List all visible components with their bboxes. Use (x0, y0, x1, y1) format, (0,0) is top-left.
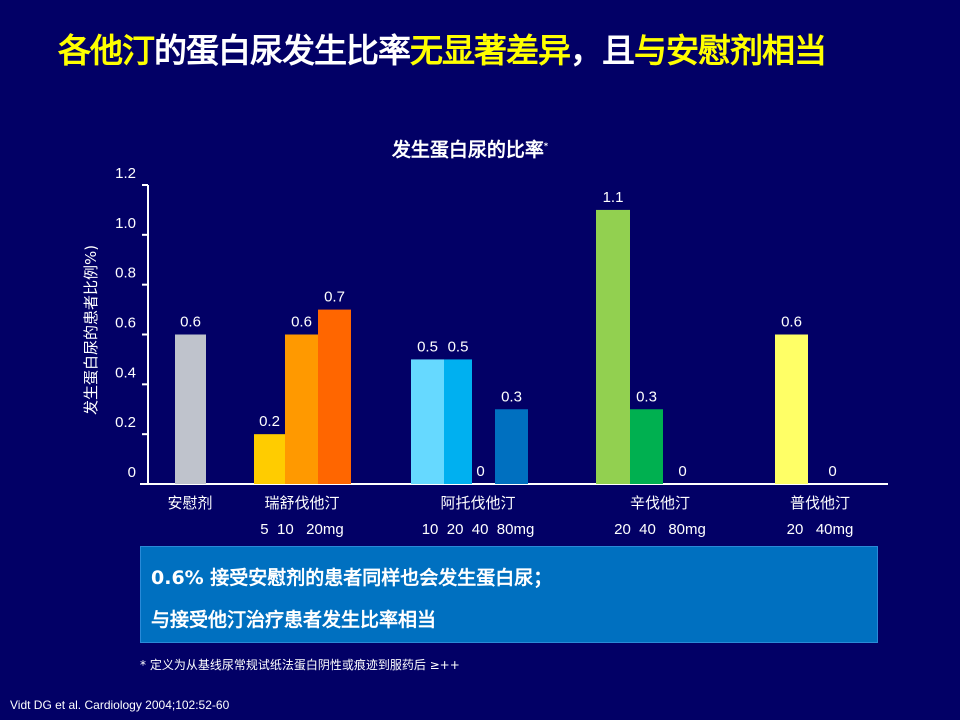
y-axis-label: 发生蛋白尿的患者比例%) (82, 245, 100, 415)
slide-title: 各他汀的蛋白尿发生比率无显著差异，且与安慰剂相当 (58, 26, 918, 76)
title-part: 无显著差异 (410, 31, 571, 70)
footnote: * 定义为从基线尿常规试纸法蛋白阴性或痕迹到服药后 ≥++ (140, 658, 460, 672)
callout-box: 0.6% 接受安慰剂的患者同样也会发生蛋白尿； 与接受他汀治疗患者发生比率相当 (140, 546, 878, 643)
title-part: 的蛋白尿发生比率 (154, 31, 411, 70)
chart-title-text: 发生蛋白尿的比率 (391, 139, 544, 161)
data-label: 0.3 (501, 388, 522, 405)
y-tick-label: 1.0 (115, 215, 136, 232)
bar (596, 209, 630, 484)
bar (495, 409, 528, 484)
data-label: 1.1 (603, 189, 624, 206)
data-label: 0 (828, 463, 836, 480)
data-label: 0.3 (636, 388, 657, 405)
title-part: ，且 (570, 31, 635, 70)
data-label: 0.5 (417, 338, 438, 355)
bar (175, 334, 206, 484)
y-tick-label: 1.2 (115, 165, 136, 182)
data-label: 0 (678, 463, 686, 480)
group-label: 普伐他汀 (790, 494, 850, 512)
group-label: 瑞舒伐他汀 (264, 494, 339, 512)
bar (285, 334, 318, 484)
data-label: 0.5 (448, 338, 469, 355)
data-label: 0 (476, 463, 484, 480)
callout-line-2: 与接受他汀治疗患者发生比率相当 (151, 609, 437, 631)
chart-title: 发生蛋白尿的比率* (0, 135, 940, 162)
dose-label: 10 20 40 80mg (422, 521, 535, 538)
data-label: 0.6 (180, 314, 201, 331)
title-part: 与安慰剂相当 (634, 31, 827, 70)
y-tick-label: 0.6 (115, 315, 136, 332)
y-tick-label: 0.4 (115, 364, 136, 381)
bar (254, 434, 285, 484)
dose-label: 5 10 20mg (260, 521, 343, 538)
citation: Vidt DG et al. Cardiology 2004;102:52-60 (10, 698, 230, 712)
dose-label: 20 40mg (787, 521, 854, 538)
data-label: 0.7 (324, 289, 345, 306)
group-label: 辛伐他汀 (630, 494, 690, 512)
chart-title-mark: * (543, 141, 549, 151)
dose-label: 20 40 80mg (614, 521, 706, 538)
group-label: 阿托伐他汀 (440, 494, 515, 512)
group-label: 安慰剂 (167, 494, 212, 512)
bar (775, 334, 808, 484)
data-label: 0.6 (291, 314, 312, 331)
bar (444, 359, 472, 484)
bar (630, 409, 663, 484)
bar (411, 359, 444, 484)
callout-line-1: 0.6% 接受安慰剂的患者同样也会发生蛋白尿； (151, 567, 553, 589)
y-tick-label: 0 (128, 464, 136, 481)
y-tick-label: 0.8 (115, 265, 136, 282)
data-label: 0.2 (259, 413, 280, 430)
y-tick-label: 0.2 (115, 414, 136, 431)
bar (318, 309, 351, 484)
data-label: 0.6 (781, 314, 802, 331)
title-part: 各他汀 (58, 31, 155, 70)
